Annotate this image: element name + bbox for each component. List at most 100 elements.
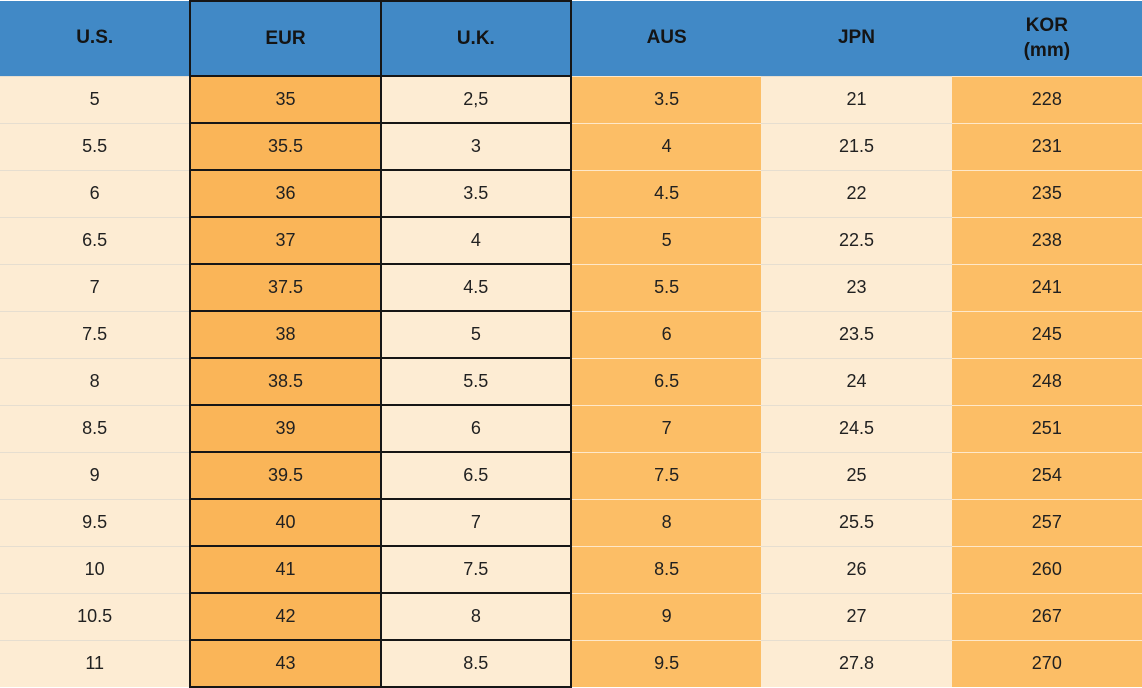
table-cell: 5	[570, 216, 762, 264]
column-header-eur: EUR	[189, 0, 382, 77]
table-cell: 7.5	[0, 310, 191, 358]
table-cell: 7.5	[570, 451, 762, 499]
table-cell: 235	[951, 169, 1142, 217]
table-header: U.S. EUR U.K. AUS JPN KOR (mm)	[0, 0, 1142, 77]
table-cell: 24.5	[761, 404, 952, 452]
table-cell: 8	[379, 592, 572, 641]
table-cell: 35	[189, 75, 382, 124]
column-header-aus: AUS	[570, 1, 762, 76]
table-cell: 3	[379, 122, 572, 171]
table-cell: 7	[0, 263, 191, 311]
table-cell: 25	[761, 451, 952, 499]
table-cell: 10.5	[0, 592, 191, 640]
table-cell: 10	[0, 545, 191, 593]
table-cell: 25.5	[761, 498, 952, 546]
table-cell: 27.8	[761, 639, 952, 687]
table-cell: 9	[570, 592, 762, 640]
table-cell: 21	[761, 75, 952, 123]
table-cell: 41	[189, 545, 382, 594]
table-cell: 228	[951, 75, 1142, 123]
column-header-sublabel: (mm)	[1023, 40, 1071, 62]
table-cell: 5	[379, 310, 572, 359]
table-cell: 6	[570, 310, 762, 358]
table-cell: 24	[761, 357, 952, 405]
table-cell: 248	[951, 357, 1142, 405]
table-cell: 37.5	[189, 263, 382, 312]
table-cell: 257	[951, 498, 1142, 546]
table-row: 5 35 2,5 3.5 21 228	[0, 75, 1142, 124]
column-header-kor: KOR (mm)	[951, 1, 1142, 76]
table-cell: 35.5	[189, 122, 382, 171]
table-cell: 9	[0, 451, 191, 499]
table-cell: 11	[0, 639, 191, 687]
table-cell: 39	[189, 404, 382, 453]
table-cell: 8.5	[0, 404, 191, 452]
table-cell: 40	[189, 498, 382, 547]
table-cell: 7	[379, 498, 572, 547]
table-cell: 267	[951, 592, 1142, 640]
table-cell: 238	[951, 216, 1142, 264]
table-row: 10.5 42 8 9 27 267	[0, 592, 1142, 641]
column-header-label: KOR	[1025, 14, 1068, 36]
table-cell: 22	[761, 169, 952, 217]
table-cell: 38	[189, 310, 382, 359]
table-cell: 245	[951, 310, 1142, 358]
table-row: 8 38.5 5.5 6.5 24 248	[0, 357, 1142, 406]
table-cell: 4	[379, 216, 572, 265]
table-cell: 6	[0, 169, 191, 217]
column-header-label: U.K.	[456, 27, 495, 49]
column-header-uk: U.K.	[379, 0, 572, 77]
table-cell: 6.5	[379, 451, 572, 500]
table-row: 7.5 38 5 6 23.5 245	[0, 310, 1142, 359]
table-row: 7 37.5 4.5 5.5 23 241	[0, 263, 1142, 312]
table-cell: 241	[951, 263, 1142, 311]
table-cell: 5	[0, 75, 191, 123]
table-row: 10 41 7.5 8.5 26 260	[0, 545, 1142, 594]
table-cell: 5.5	[570, 263, 762, 311]
table-row: 6 36 3.5 4.5 22 235	[0, 169, 1142, 218]
table-row: 11 43 8.5 9.5 27.8 270	[0, 639, 1142, 688]
table-cell: 39.5	[189, 451, 382, 500]
table-cell: 42	[189, 592, 382, 641]
table-cell: 5.5	[379, 357, 572, 406]
table-cell: 22.5	[761, 216, 952, 264]
table-cell: 8.5	[379, 639, 572, 688]
table-cell: 7	[570, 404, 762, 452]
column-header-us: U.S.	[0, 1, 191, 76]
table-cell: 21.5	[761, 122, 952, 170]
table-cell: 3.5	[570, 75, 762, 123]
table-row: 9.5 40 7 8 25.5 257	[0, 498, 1142, 547]
table-cell: 8	[570, 498, 762, 546]
table-cell: 251	[951, 404, 1142, 452]
table-cell: 4.5	[570, 169, 762, 217]
table-cell: 26	[761, 545, 952, 593]
column-header-label: EUR	[265, 27, 306, 49]
table-row: 6.5 37 4 5 22.5 238	[0, 216, 1142, 265]
table-cell: 8.5	[570, 545, 762, 593]
table-cell: 37	[189, 216, 382, 265]
table-cell: 3.5	[379, 169, 572, 218]
table-cell: 6	[379, 404, 572, 453]
table-cell: 6.5	[570, 357, 762, 405]
table-row: 5.5 35.5 3 4 21.5 231	[0, 122, 1142, 171]
table-cell: 9.5	[570, 639, 762, 687]
table-cell: 260	[951, 545, 1142, 593]
column-header-label: JPN	[837, 27, 875, 49]
table-cell: 231	[951, 122, 1142, 170]
table-cell: 6.5	[0, 216, 191, 264]
column-header-label: AUS	[646, 27, 687, 49]
table-cell: 27	[761, 592, 952, 640]
table-cell: 254	[951, 451, 1142, 499]
table-cell: 2,5	[379, 75, 572, 124]
table-cell: 270	[951, 639, 1142, 687]
table-cell: 5.5	[0, 122, 191, 170]
table-cell: 8	[0, 357, 191, 405]
table-cell: 4.5	[379, 263, 572, 312]
table-cell: 43	[189, 639, 382, 688]
table-body: 5 35 2,5 3.5 21 228 5.5 35.5 3 4 21.5 231 6 36 3.5 4.5 2…	[0, 75, 1142, 688]
table-cell: 23	[761, 263, 952, 311]
column-header-label: U.S.	[76, 27, 114, 49]
table-cell: 23.5	[761, 310, 952, 358]
table-cell: 4	[570, 122, 762, 170]
